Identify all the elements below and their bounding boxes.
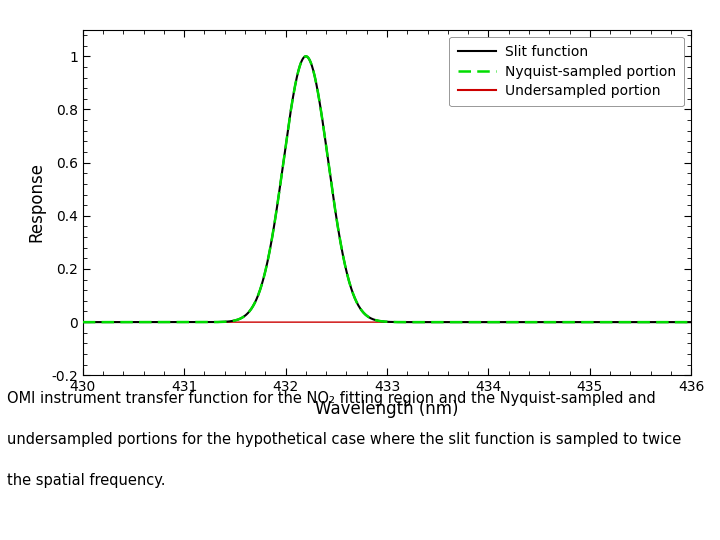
Text: the spatial frequency.: the spatial frequency. [7,472,166,488]
X-axis label: Wavelength (nm): Wavelength (nm) [315,400,459,418]
Y-axis label: Response: Response [27,163,45,242]
Text: undersampled portions for the hypothetical case where the slit function is sampl: undersampled portions for the hypothetic… [7,432,681,447]
Text: OMI instrument transfer function for the NO₂ fitting region and the Nyquist-samp: OMI instrument transfer function for the… [7,392,656,407]
Legend: Slit function, Nyquist-sampled portion, Undersampled portion: Slit function, Nyquist-sampled portion, … [449,37,684,106]
